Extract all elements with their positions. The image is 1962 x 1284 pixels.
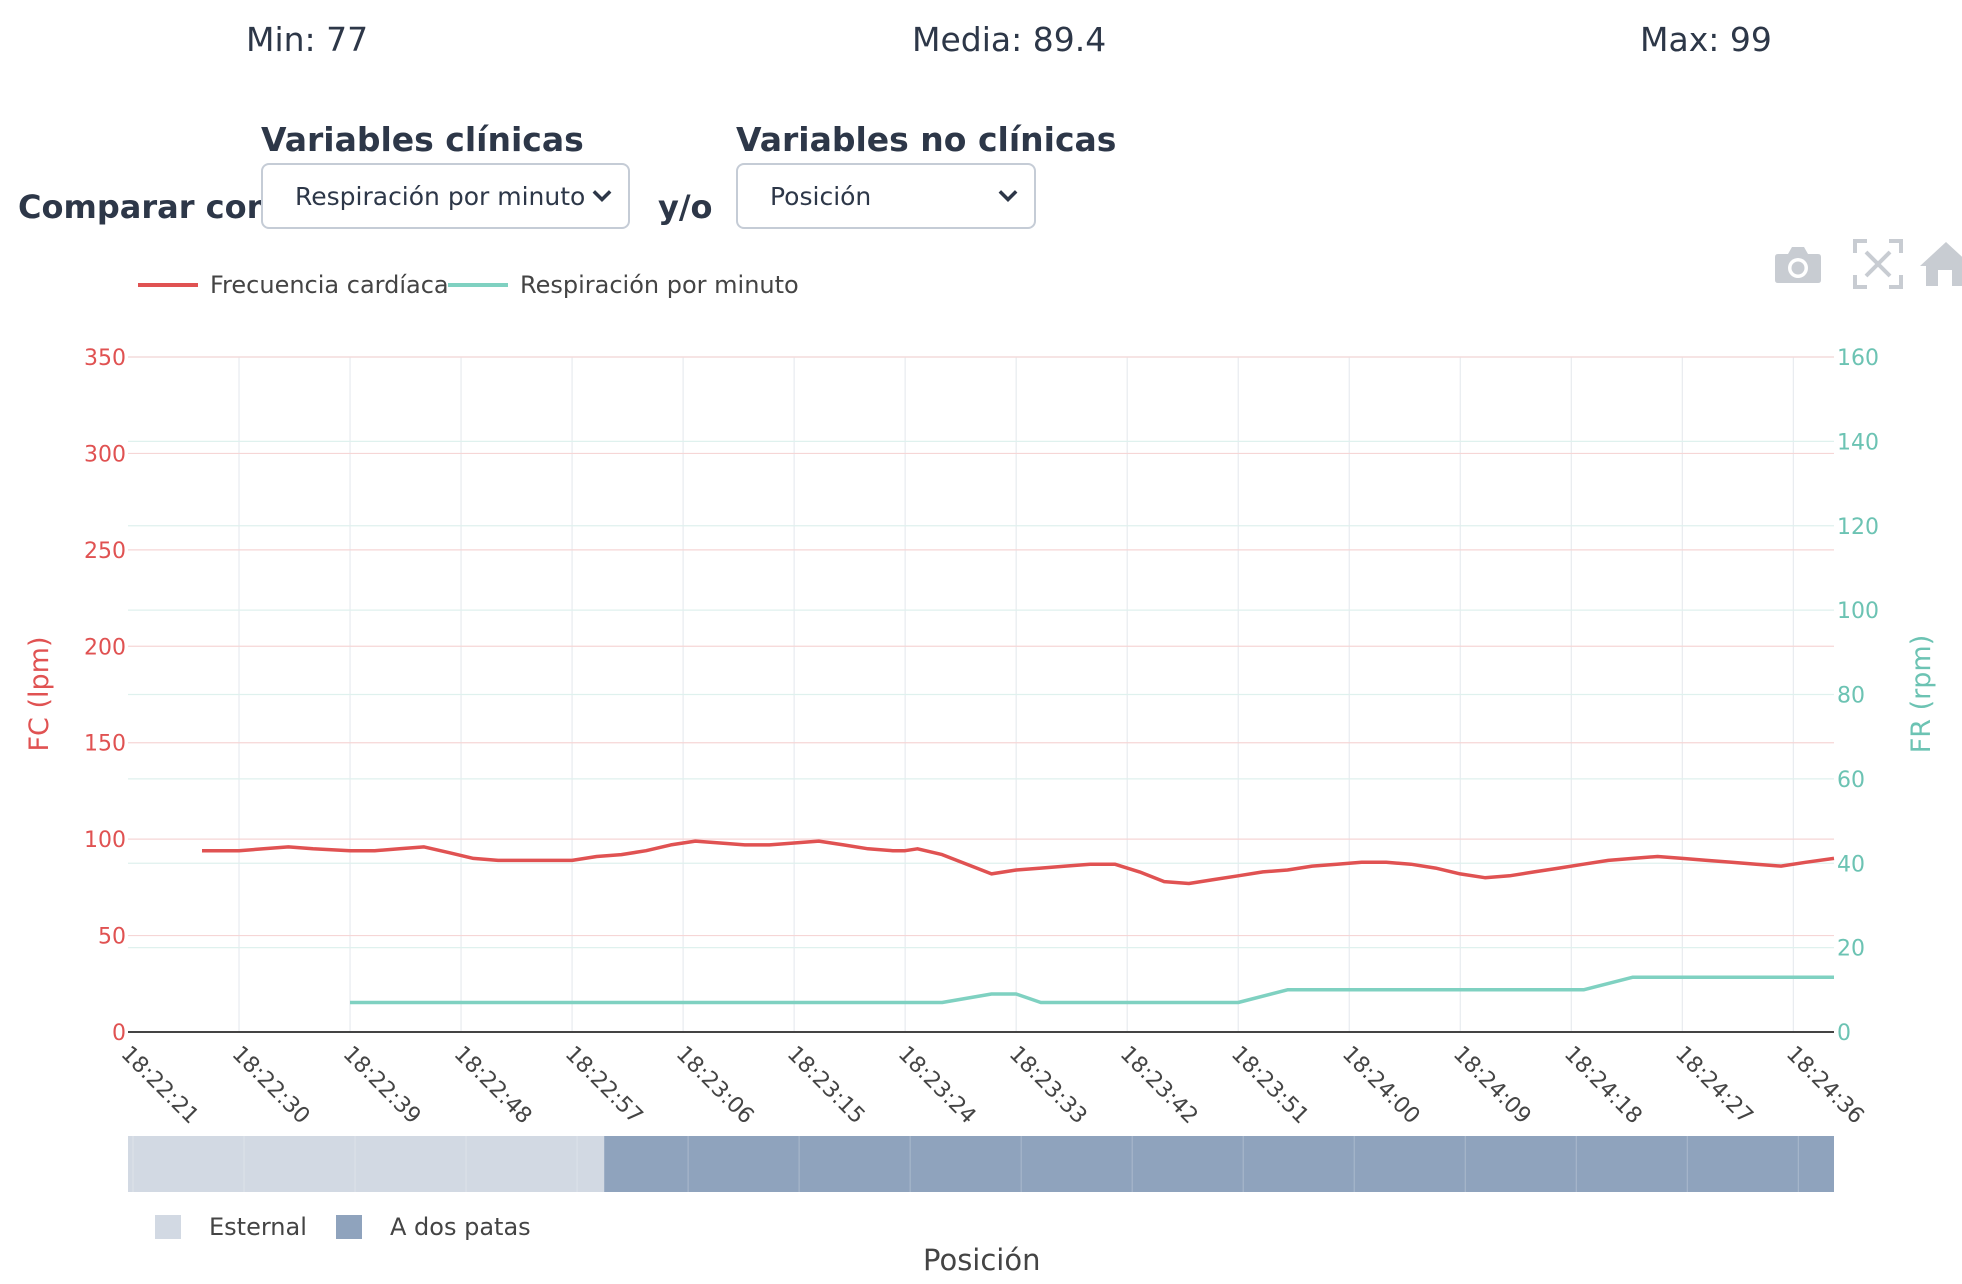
x-tick-label: 18:24:36 — [1781, 1042, 1869, 1130]
x-tick-label: 18:23:42 — [1115, 1042, 1203, 1130]
legend-swatch-respiration — [448, 283, 508, 287]
position-segment-esternal — [128, 1136, 605, 1192]
chevron-down-icon — [998, 190, 1018, 202]
y-right-axis-title: FR (rpm) — [1906, 635, 1937, 753]
y-left-tick-label: 100 — [84, 828, 126, 853]
y-left-tick-label: 150 — [84, 732, 126, 757]
y-right-tick-label: 0 — [1837, 1021, 1851, 1046]
x-tick-label: 18:24:09 — [1448, 1042, 1536, 1130]
y-left-tick-label: 250 — [84, 539, 126, 564]
joiner-label: y/o — [658, 188, 713, 226]
y-right-tick-label: 40 — [1837, 852, 1865, 877]
y-left-tick-label: 0 — [112, 1021, 126, 1046]
chevron-down-icon — [592, 190, 612, 202]
position-segment-a-dos-patas — [604, 1136, 1834, 1192]
legend-item-esternal[interactable]: Esternal — [155, 1213, 307, 1241]
x-tick-label: 18:22:21 — [116, 1042, 204, 1130]
nonclinical-variables-label: Variables no clínicas — [736, 120, 1117, 159]
x-tick-label: 18:24:27 — [1670, 1042, 1758, 1130]
clinical-variable-value: Respiración por minuto — [295, 181, 586, 211]
heart-rate-series-line — [202, 839, 1835, 886]
x-tick-label: 18:22:30 — [227, 1042, 315, 1130]
y-left-tick-label: 200 — [84, 635, 126, 660]
position-band-title: Posición — [923, 1243, 1041, 1277]
y-right-tick-label: 80 — [1837, 684, 1865, 709]
legend-swatch-heart-rate — [138, 283, 198, 287]
legend-label-respiration: Respiración por minuto — [520, 271, 799, 299]
home-icon[interactable] — [1920, 238, 1962, 290]
stat-min: Min: 77 — [246, 20, 369, 59]
x-tick-label: 18:24:00 — [1337, 1042, 1425, 1130]
legend-item-heart-rate[interactable]: Frecuencia cardíaca — [138, 271, 449, 299]
camera-icon[interactable] — [1772, 238, 1824, 290]
legend-swatch-a-dos-patas — [336, 1215, 362, 1239]
x-tick-label: 18:23:15 — [782, 1042, 870, 1130]
x-tick-label: 18:22:39 — [338, 1042, 426, 1130]
x-tick-label: 18:22:48 — [449, 1042, 537, 1130]
y-right-tick-label: 140 — [1837, 430, 1879, 455]
y-left-tick-label: 300 — [84, 442, 126, 467]
legend-label-a-dos-patas: A dos patas — [390, 1213, 531, 1241]
y-left-axis-title: FC (lpm) — [24, 637, 55, 752]
legend-label-heart-rate: Frecuencia cardíaca — [210, 271, 449, 299]
y-right-tick-label: 20 — [1837, 937, 1865, 962]
clinical-variables-label: Variables clínicas — [261, 120, 584, 159]
x-tick-label: 18:22:57 — [560, 1042, 648, 1130]
y-right-tick-label: 120 — [1837, 515, 1879, 540]
legend-swatch-esternal — [155, 1215, 181, 1239]
legend-label-esternal: Esternal — [209, 1213, 307, 1241]
legend-item-respiration[interactable]: Respiración por minuto — [448, 271, 799, 299]
x-tick-label: 18:23:33 — [1004, 1042, 1092, 1130]
stat-mean: Media: 89.4 — [912, 20, 1107, 59]
x-tick-label: 18:24:18 — [1559, 1042, 1647, 1130]
nonclinical-variable-value: Posición — [770, 181, 872, 211]
x-tick-label: 18:23:06 — [671, 1042, 759, 1130]
y-right-tick-label: 60 — [1837, 768, 1865, 793]
nonclinical-variable-select[interactable]: Posición — [736, 163, 1036, 229]
autoscale-icon[interactable] — [1852, 238, 1904, 290]
y-left-tick-label: 350 — [84, 346, 126, 371]
stat-max: Max: 99 — [1640, 20, 1772, 59]
y-right-tick-label: 160 — [1837, 346, 1879, 371]
compare-label: Comparar con — [18, 188, 270, 226]
respiration-series-line — [350, 975, 1834, 1005]
y-left-tick-label: 50 — [98, 925, 126, 950]
x-tick-label: 18:23:51 — [1226, 1042, 1314, 1130]
x-tick-label: 18:23:24 — [893, 1042, 981, 1130]
clinical-variable-select[interactable]: Respiración por minuto — [261, 163, 630, 229]
y-right-tick-label: 100 — [1837, 599, 1879, 624]
legend-item-a-dos-patas[interactable]: A dos patas — [336, 1213, 531, 1241]
